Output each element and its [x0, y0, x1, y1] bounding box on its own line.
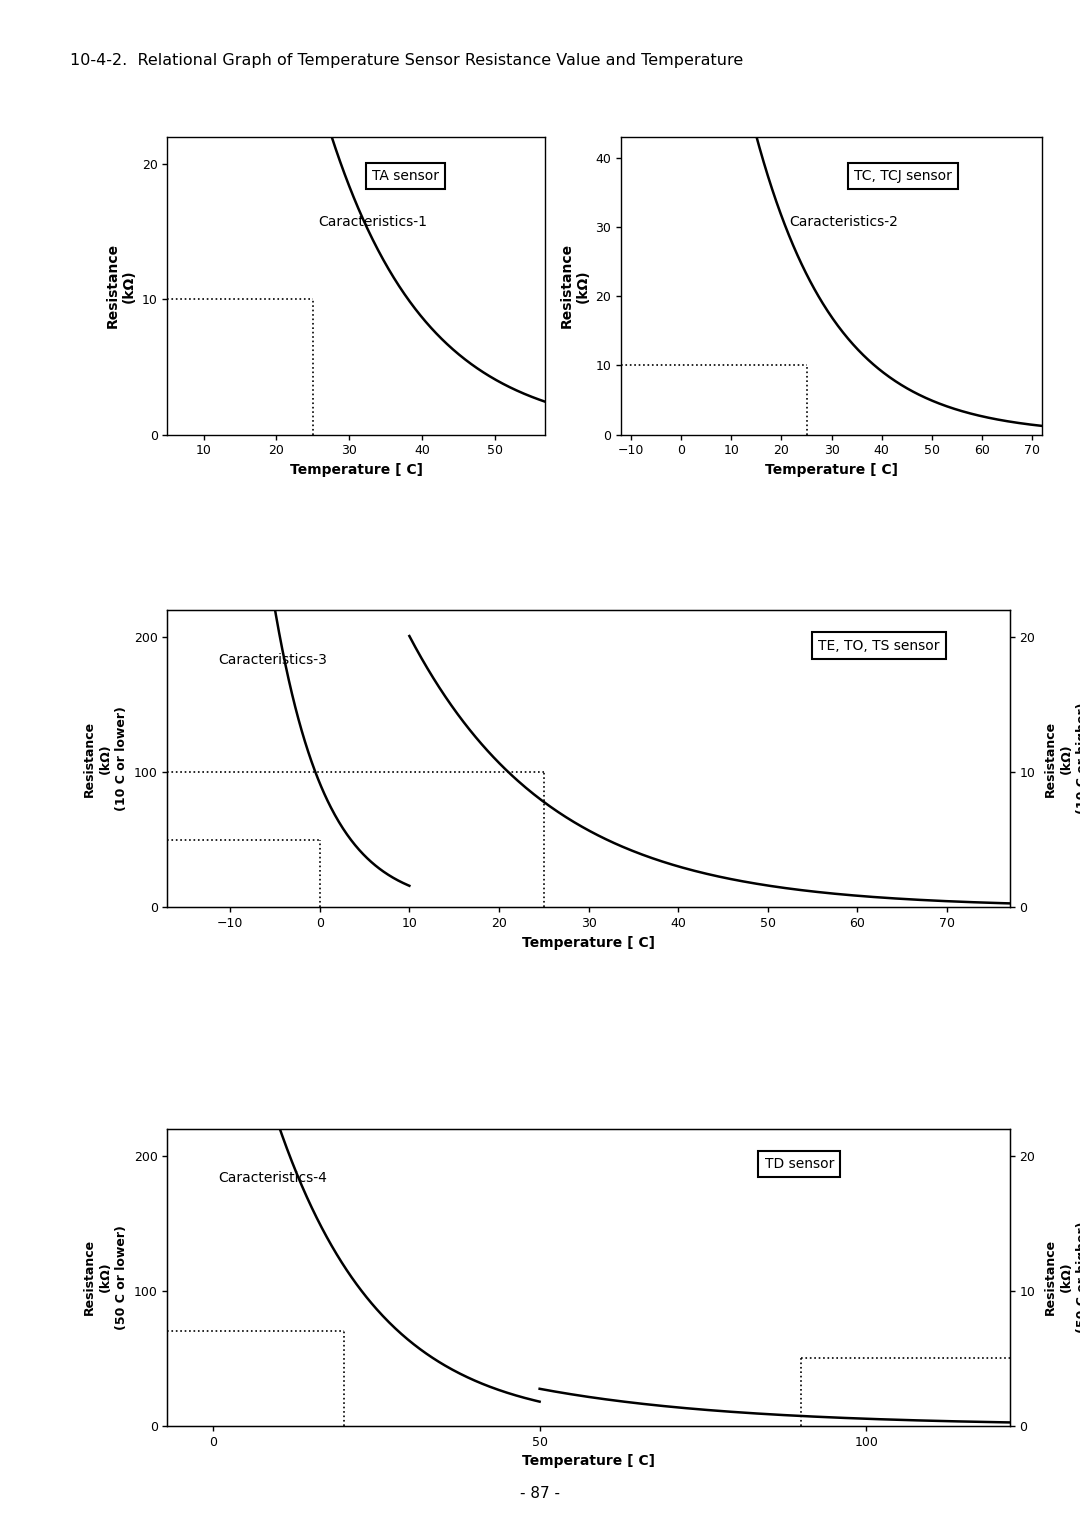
Y-axis label: Resistance
(kΩ)
(10 C or lower): Resistance (kΩ) (10 C or lower) [83, 706, 129, 811]
Text: TE, TO, TS sensor: TE, TO, TS sensor [819, 639, 940, 653]
Text: - 87 -: - 87 - [519, 1485, 561, 1501]
X-axis label: Temperature [ C]: Temperature [ C] [522, 1455, 656, 1469]
Y-axis label: Resistance
(kΩ): Resistance (kΩ) [559, 244, 590, 328]
Y-axis label: Resistance
(kΩ)
(10 C or higher): Resistance (kΩ) (10 C or higher) [1043, 703, 1080, 814]
X-axis label: Temperature [ C]: Temperature [ C] [765, 464, 899, 477]
Text: TD sensor: TD sensor [765, 1157, 834, 1171]
Text: TC, TCJ sensor: TC, TCJ sensor [854, 169, 953, 183]
Text: Caracteristics-1: Caracteristics-1 [319, 215, 428, 229]
X-axis label: Temperature [ C]: Temperature [ C] [289, 464, 423, 477]
Text: TA sensor: TA sensor [372, 169, 440, 183]
Text: Caracteristics-2: Caracteristics-2 [789, 215, 899, 229]
X-axis label: Temperature [ C]: Temperature [ C] [522, 936, 656, 950]
Text: Caracteristics-3: Caracteristics-3 [218, 653, 327, 666]
Y-axis label: Resistance
(kΩ)
(50 C or lower): Resistance (kΩ) (50 C or lower) [83, 1225, 129, 1330]
Y-axis label: Resistance
(kΩ)
(50 C or higher): Resistance (kΩ) (50 C or higher) [1043, 1222, 1080, 1333]
Y-axis label: Resistance
(kΩ): Resistance (kΩ) [106, 244, 136, 328]
Text: Caracteristics-4: Caracteristics-4 [218, 1171, 327, 1185]
Text: 10-4-2.  Relational Graph of Temperature Sensor Resistance Value and Temperature: 10-4-2. Relational Graph of Temperature … [70, 53, 743, 69]
